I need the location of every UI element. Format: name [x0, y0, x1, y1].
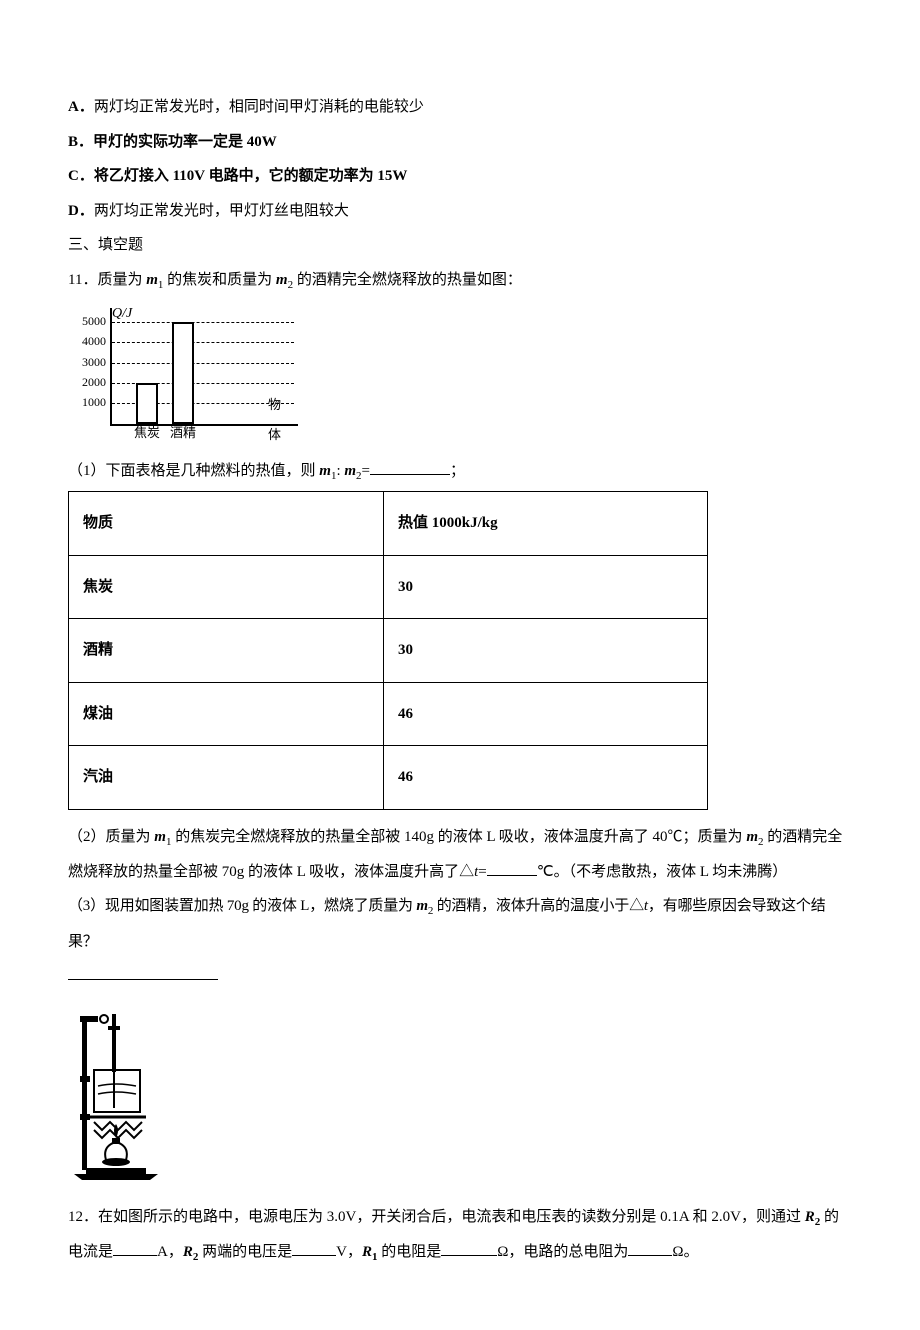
option-d-text: 两灯均正常发光时，甲灯灯丝电阻较大	[94, 203, 349, 219]
q11-p2-unit: ℃。（不考虑散热，液体 L 均未沸腾）	[537, 864, 787, 880]
q12-blank-r1[interactable]	[441, 1240, 497, 1256]
chart-y-title: Q/J	[112, 298, 132, 330]
q11-p3-m2: m	[416, 898, 427, 914]
option-b-letter: B．	[68, 134, 93, 150]
q11-p3-blank[interactable]	[68, 964, 218, 980]
q11-p1-eq: =	[362, 463, 370, 479]
q12-blank-rtotal[interactable]	[628, 1240, 672, 1256]
q11-stem-mid: 的焦炭和质量为	[163, 272, 276, 288]
q11-m2: m	[276, 272, 288, 288]
table-header-substance: 物质	[69, 492, 384, 556]
q11-bar-chart: Q/J 50004000300020001000焦炭酒精物体	[68, 304, 852, 444]
chart-gridline	[112, 322, 294, 323]
q12-unit-a: A，	[157, 1244, 183, 1260]
option-c: C．将乙灯接入 110V 电路中，它的额定功率为 15W	[68, 159, 852, 194]
chart-ytick: 1000	[82, 390, 106, 418]
q12-number: 12．	[68, 1209, 98, 1225]
q11-p2-c: 的酒精完全	[763, 829, 842, 845]
q12-unit-v: V，	[336, 1244, 362, 1260]
option-a-text: 两灯均正常发光时，相同时间甲灯消耗的电能较少	[94, 99, 424, 115]
q12-blank-voltage[interactable]	[292, 1240, 336, 1256]
q11-p1-m1: m	[319, 463, 331, 479]
chart-area: Q/J 50004000300020001000焦炭酒精物体	[68, 304, 298, 444]
option-b-text: 甲灯的实际功率一定是 40W	[93, 134, 277, 150]
q11-p2-m1: m	[154, 829, 166, 845]
q12-l2a: 电流是	[68, 1244, 113, 1260]
q11-answer-blank-line	[68, 959, 852, 994]
table-row: 酒精 30	[69, 619, 708, 683]
q12-b: 的	[820, 1209, 839, 1225]
chart-gridline	[112, 342, 294, 343]
table-cell: 46	[384, 746, 708, 810]
q11-p3-b: 的酒精，液体升高的温度小于△	[433, 898, 644, 914]
q11-stem: 11．质量为 m1 的焦炭和质量为 m2 的酒精完全燃烧释放的热量如图：	[68, 263, 852, 298]
q11-p2-a: （2）质量为	[68, 829, 154, 845]
table-cell: 酒精	[69, 619, 384, 683]
section-header-fill: 三、填空题	[68, 228, 852, 263]
q12-l2c: 的电阻是	[378, 1244, 442, 1260]
q11-stem-post: 的酒精完全燃烧释放的热量如图：	[293, 272, 522, 288]
chart-gridline	[112, 363, 294, 364]
q11-p1-pre: （1）下面表格是几种燃料的热值，则	[68, 463, 319, 479]
q12-line1: 12．在如图所示的电路中，电源电压为 3.0V，开关闭合后，电流表和电压表的读数…	[68, 1200, 852, 1235]
q11-p2-b: 的焦炭完全燃烧释放的热量全部被 140g 的液体 L 吸收，液体温度升高了 40…	[171, 829, 746, 845]
chart-bar	[172, 322, 194, 424]
chart-category-label: 焦炭	[134, 418, 160, 448]
q12-l2b: 两端的电压是	[198, 1244, 292, 1260]
option-a: A．两灯均正常发光时，相同时间甲灯消耗的电能较少	[68, 90, 852, 125]
q12-R2b: R	[183, 1244, 193, 1260]
table-row: 煤油 46	[69, 682, 708, 746]
table-row: 汽油 46	[69, 746, 708, 810]
option-c-text: 将乙灯接入 110V 电路中，它的额定功率为 15W	[94, 168, 408, 184]
q11-p2-blank[interactable]	[487, 860, 537, 876]
q11-p1-post: ；	[450, 463, 465, 479]
option-b: B．甲灯的实际功率一定是 40W	[68, 125, 852, 160]
q12-blank-current[interactable]	[113, 1240, 157, 1256]
table-cell: 30	[384, 555, 708, 619]
q11-p1-m2: m	[344, 463, 356, 479]
q11-part2-line1: （2）质量为 m1 的焦炭完全燃烧释放的热量全部被 140g 的液体 L 吸收，…	[68, 820, 852, 855]
q11-part1: （1）下面表格是几种燃料的热值，则 m1: m2=；	[68, 454, 852, 489]
table-cell: 焦炭	[69, 555, 384, 619]
q12-unit-o1: Ω，电路的总电阻为	[497, 1244, 628, 1260]
option-c-letter: C．	[68, 168, 94, 184]
heat-value-table: 物质 热值 1000kJ/kg 焦炭 30 酒精 30 煤油 46 汽油 46	[68, 491, 708, 810]
q11-p2-m2: m	[746, 829, 758, 845]
q11-p2-eq: =	[478, 864, 486, 880]
option-d-letter: D．	[68, 203, 94, 219]
chart-x-right-label: 物体	[268, 390, 288, 450]
q12-a: 在如图所示的电路中，电源电压为 3.0V，开关闭合后，电流表和电压表的读数分别是…	[98, 1209, 805, 1225]
table-cell: 汽油	[69, 746, 384, 810]
q12-line2: 电流是A，R2 两端的电压是V，R1 的电阻是Ω，电路的总电阻为Ω。	[68, 1235, 852, 1270]
table-row: 物质 热值 1000kJ/kg	[69, 492, 708, 556]
chart-category-label: 酒精	[170, 418, 196, 448]
q11-p1-blank[interactable]	[370, 459, 450, 475]
chart-y-axis	[110, 308, 112, 426]
q11-stem-pre: 质量为	[97, 272, 146, 288]
q12-unit-o2: Ω。	[672, 1244, 698, 1260]
q11-m1: m	[146, 272, 158, 288]
table-cell: 煤油	[69, 682, 384, 746]
table-cell: 46	[384, 682, 708, 746]
table-cell: 30	[384, 619, 708, 683]
q11-part2-line2: 燃烧释放的热量全部被 70g 的液体 L 吸收，液体温度升高了△t=℃。（不考虑…	[68, 855, 852, 890]
q11-part3: （3）现用如图装置加热 70g 的液体 L，燃烧了质量为 m2 的酒精，液体升高…	[68, 889, 852, 959]
q12-R1: R	[362, 1244, 372, 1260]
heating-apparatus-figure	[68, 1012, 852, 1182]
q11-p3-a: （3）现用如图装置加热 70g 的液体 L，燃烧了质量为	[68, 898, 416, 914]
table-header-heat: 热值 1000kJ/kg	[384, 492, 708, 556]
q11-p2-l2a: 燃烧释放的热量全部被 70g 的液体 L 吸收，液体温度升高了△	[68, 864, 474, 880]
option-d: D．两灯均正常发光时，甲灯灯丝电阻较大	[68, 194, 852, 229]
table-row: 焦炭 30	[69, 555, 708, 619]
option-a-letter: A．	[68, 99, 94, 115]
q11-number: 11．	[68, 272, 97, 288]
q12-R2: R	[805, 1209, 815, 1225]
